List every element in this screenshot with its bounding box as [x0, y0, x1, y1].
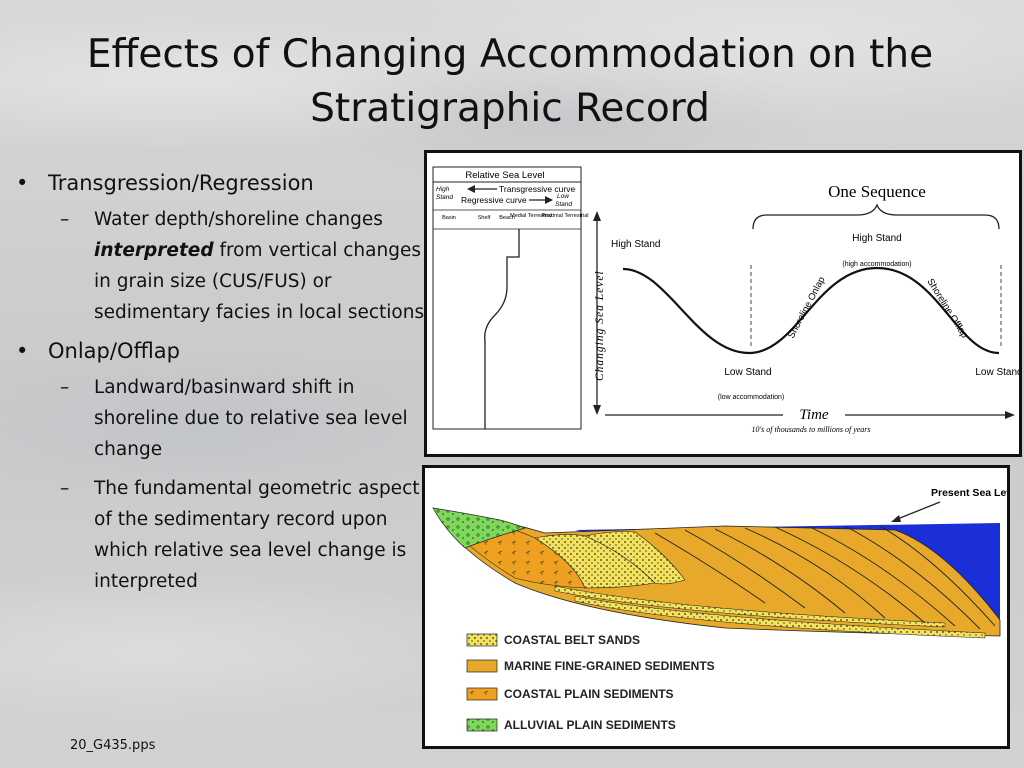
alluvial-plain-sediments: [432, 507, 527, 549]
legend-swatch-alluvial: [466, 718, 498, 732]
shoreline-onlap-label: Shoreline Onlap: [786, 275, 828, 340]
sea-level-figure: Relative Sea Level High Stand Low Stand Tr…: [424, 150, 1022, 457]
facies-curve: [484, 229, 520, 429]
facies-labels: Basin Shelf Beach Medial Terrestrial Pro…: [442, 213, 588, 221]
sub-bullet-item: – Landward/basinward shift in shoreline …: [14, 372, 426, 465]
column-box: [432, 166, 582, 430]
sub-bullet-emphasis: interpreted: [94, 240, 214, 261]
low-accommodation-label: (low accommodation): [718, 394, 785, 401]
clinoform-lines: [654, 525, 996, 630]
bullet-text: Transgression/Regression: [48, 171, 314, 195]
x-axis-label: Time: [799, 407, 829, 423]
sea-level-curve: [622, 266, 1000, 355]
legend-label: MARINE FINE-GRAINED SEDIMENTS: [504, 659, 715, 673]
low-stand-small-label: Low Stand: [555, 193, 572, 208]
high-stand-small-label: High Stand: [436, 186, 453, 201]
sub-bullet-text: Landward/basinward shift in shoreline du…: [94, 377, 408, 460]
bullet-item: • Onlap/Offlap: [14, 336, 426, 366]
svg-text:Beach: Beach: [499, 215, 515, 221]
y-axis-label: Changing Sea Level: [594, 270, 606, 381]
low-stand-label: Low Stand: [724, 367, 771, 378]
legend-label: COASTAL BELT SANDS: [504, 633, 640, 647]
cross-section-svg: Present Sea Level COASTAL BELT SANDS MAR…: [432, 487, 1007, 732]
svg-text:Shelf: Shelf: [478, 215, 491, 221]
legend-swatch-coastal-plain: [466, 687, 498, 701]
bullet-list: • Transgression/Regression – Water depth…: [14, 168, 426, 605]
sub-bullet-text: The fundamental geometric aspect of the …: [94, 478, 420, 592]
sequence-label: One Sequence: [828, 182, 926, 201]
high-accommodation-label: (high accommodation): [842, 261, 911, 268]
sub-bullet-item: – The fundamental geometric aspect of th…: [14, 473, 426, 597]
svg-text:Medial Terrestrial: Medial Terrestrial: [510, 213, 552, 219]
sub-bullet-dash: –: [60, 377, 70, 398]
legend-swatch-coastal-belt: [466, 633, 498, 647]
sequence-brace: [752, 203, 1000, 230]
sub-bullet-text-pre: Water depth/shoreline changes: [94, 209, 383, 230]
svg-text:Basin: Basin: [442, 215, 456, 221]
bullet-dot: •: [16, 339, 29, 363]
legend: COASTAL BELT SANDS MARINE FINE-GRAINED S…: [466, 633, 715, 732]
shoreline-offlap-label: Shoreline Offlap: [924, 277, 969, 340]
high-stand-top-label: High Stand: [852, 233, 901, 244]
sub-bullet-dash: –: [60, 209, 70, 230]
slide-title: Effects of Changing Accommodation on the…: [86, 32, 934, 131]
svg-text:Proximal Terrestrial: Proximal Terrestrial: [542, 213, 589, 219]
legend-swatch-marine: [466, 659, 498, 673]
sub-bullet-text-post: from vertical changes in grain size (CUS…: [94, 240, 425, 323]
sea-level-svg: Relative Sea Level High Stand Low Stand Tr…: [432, 166, 1019, 434]
column-title: Relative Sea Level: [465, 170, 544, 181]
x-axis-sublabel: 10's of thousands to millions of years: [751, 425, 870, 434]
slide-footer: 20_G435.pps: [70, 738, 156, 753]
legend-label: ALLUVIAL PLAIN SEDIMENTS: [504, 718, 676, 732]
bullet-dot: •: [16, 171, 29, 195]
transgressive-label: Transgressive curve: [499, 184, 575, 194]
sub-bullet-item: – Water depth/shoreline changes interpre…: [14, 204, 426, 328]
present-sea-level-label: Present Sea Level: [931, 487, 1007, 499]
high-stand-left-label: High Stand: [611, 239, 660, 250]
bullet-text: Onlap/Offlap: [48, 339, 180, 363]
cross-section-figure: Present Sea Level COASTAL BELT SANDS MAR…: [422, 465, 1010, 749]
legend-label: COASTAL PLAIN SEDIMENTS: [504, 687, 674, 701]
sub-bullet-dash: –: [60, 478, 70, 499]
bullet-item: • Transgression/Regression: [14, 168, 426, 198]
low-stand-right-label: Low Stand: [975, 367, 1019, 378]
regressive-label: Regressive curve: [461, 195, 527, 205]
